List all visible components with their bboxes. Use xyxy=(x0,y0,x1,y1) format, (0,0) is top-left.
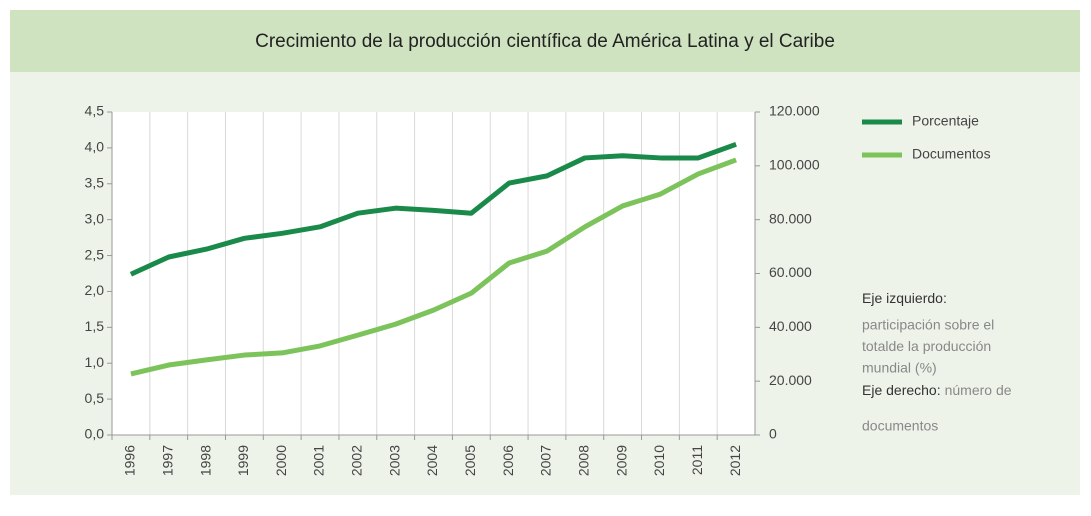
header xyxy=(10,10,1080,72)
annotation-text: mundial (%) xyxy=(862,360,937,376)
y-tick-label: 0,5 xyxy=(85,390,105,406)
y-tick-label: 3,5 xyxy=(85,174,105,190)
x-tick-label: 1996 xyxy=(122,445,138,476)
y-tick-label: 0,0 xyxy=(85,426,105,442)
annotation-label: Eje izquierdo: xyxy=(862,290,947,306)
y-tick-label: 1,5 xyxy=(85,318,105,334)
annotation-text: totalde la producción xyxy=(862,338,991,354)
y2-tick-label: 100.000 xyxy=(769,157,820,173)
y-tick-label: 4,0 xyxy=(85,139,105,155)
y2-tick-label: 120.000 xyxy=(769,103,820,119)
annotation-label: Eje derecho: xyxy=(862,382,941,398)
series-line xyxy=(129,141,737,277)
annotation-text: número de xyxy=(945,382,1012,398)
x-tick-label: 1997 xyxy=(159,445,175,476)
y2-tick-label: 40.000 xyxy=(769,318,812,334)
x-tick-label: 2012 xyxy=(727,445,743,476)
annotation-text: participación sobre el xyxy=(862,317,994,333)
plot-area xyxy=(112,112,755,435)
x-tick-label: 2003 xyxy=(386,445,402,476)
chart-title: Crecimiento de la producción científica … xyxy=(255,31,835,52)
x-tick-label: 2007 xyxy=(538,445,554,476)
annotation: Eje derecho: número de xyxy=(862,382,1012,398)
x-tick-label: 2005 xyxy=(462,445,478,476)
annotation-text: documentos xyxy=(862,418,938,434)
y-tick-label: 3,0 xyxy=(85,210,105,226)
x-tick-label: 2011 xyxy=(689,445,705,475)
y2-tick-label: 0 xyxy=(769,426,777,442)
x-tick-label: 2004 xyxy=(424,445,440,476)
y-tick-label: 2,5 xyxy=(85,246,105,262)
x-tick-label: 1998 xyxy=(197,445,213,476)
y-tick-label: 1,0 xyxy=(85,354,105,370)
x-tick-label: 2002 xyxy=(349,445,365,476)
y2-tick-label: 60.000 xyxy=(769,264,812,280)
y-tick-label: 4,5 xyxy=(85,103,105,119)
x-tick-label: 2010 xyxy=(651,445,667,476)
x-tick-label: 2000 xyxy=(273,445,289,476)
x-tick-label: 2009 xyxy=(613,445,629,476)
y2-tick-label: 20.000 xyxy=(769,372,812,388)
x-tick-label: 2001 xyxy=(311,445,327,476)
series-line xyxy=(130,157,737,377)
legend-label: Porcentaje xyxy=(912,113,979,129)
legend-label: Documentos xyxy=(912,146,991,162)
x-tick-label: 2008 xyxy=(575,445,591,476)
y2-tick-label: 80.000 xyxy=(769,210,812,226)
annotation: Eje izquierdo: xyxy=(862,290,947,306)
x-tick-label: 1999 xyxy=(235,445,251,476)
y-tick-label: 2,0 xyxy=(85,282,105,298)
x-tick-label: 2006 xyxy=(500,445,516,476)
